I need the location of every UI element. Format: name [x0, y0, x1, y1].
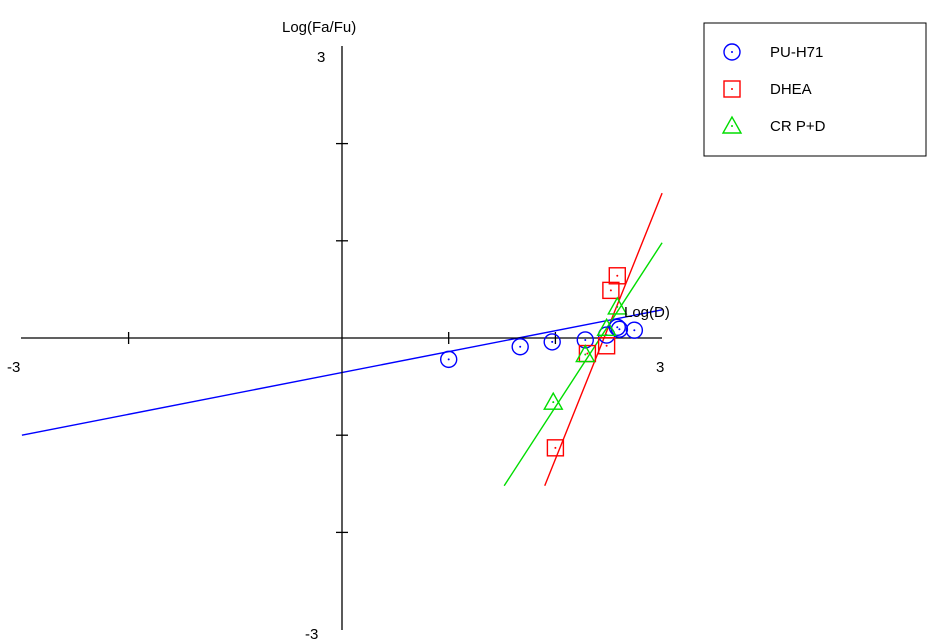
legend-symbols: [721, 43, 743, 134]
data-point: [607, 296, 628, 315]
data-point: [608, 267, 626, 285]
fit-line-1: [544, 192, 663, 487]
legend-symbol-circle: [723, 43, 741, 61]
data-point: [610, 320, 629, 338]
data-point: [575, 344, 596, 363]
y-axis-label: Log(Fa/Fu): [282, 19, 356, 36]
data-point: [596, 317, 617, 336]
legend: PU-H71 DHEA CR P+D: [703, 22, 927, 157]
data-markers: [440, 267, 644, 457]
x-tick-label-max: 3: [656, 359, 664, 376]
legend-label-cr-pd: CR P+D: [770, 118, 826, 135]
legend-symbol-triangle: [721, 115, 743, 134]
y-tick-label-min: -3: [305, 626, 318, 641]
fit-line-2: [503, 242, 663, 487]
data-point: [543, 333, 561, 351]
axis-ticks: [127, 142, 557, 534]
data-point: [625, 321, 644, 339]
legend-label-pu-h71: PU-H71: [770, 44, 823, 61]
data-point: [543, 391, 564, 410]
y-tick-label-max: 3: [317, 49, 325, 66]
data-point: [597, 337, 616, 355]
x-tick-label-min: -3: [7, 359, 20, 376]
axes: [21, 46, 662, 630]
data-point: [576, 331, 594, 349]
data-point: [608, 318, 626, 337]
legend-box: [703, 22, 927, 157]
legend-symbol-square: [723, 80, 741, 98]
data-point: [546, 439, 565, 457]
data-point: [440, 350, 458, 369]
data-point: [511, 338, 529, 356]
data-point: [602, 281, 620, 300]
legend-label-dhea: DHEA: [770, 81, 812, 98]
x-axis-label: Log(D): [624, 304, 670, 321]
